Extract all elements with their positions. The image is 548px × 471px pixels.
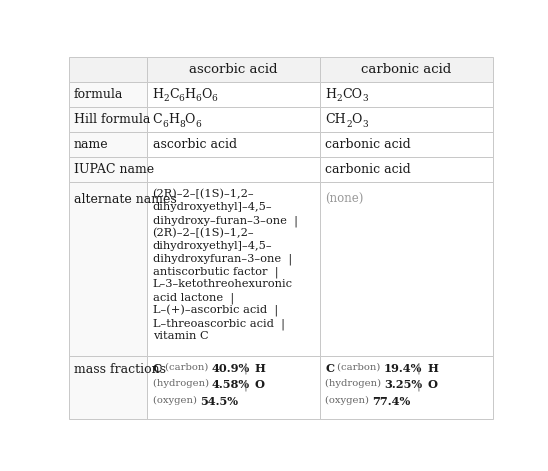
Bar <box>320 107 493 132</box>
Text: H: H <box>427 363 438 374</box>
Text: O: O <box>352 113 362 126</box>
Text: H: H <box>185 88 196 101</box>
Text: H: H <box>152 88 164 101</box>
Text: dihydroxyethyl]–4,5–: dihydroxyethyl]–4,5– <box>152 202 272 212</box>
Text: (hydrogen): (hydrogen) <box>326 379 385 388</box>
Text: |: | <box>416 379 421 390</box>
Bar <box>147 81 320 107</box>
Text: dihydroxy–furan–3–one  |: dihydroxy–furan–3–one | <box>152 215 298 227</box>
Bar <box>147 157 320 182</box>
Bar <box>320 182 493 356</box>
Bar <box>147 57 320 81</box>
Bar <box>320 157 493 182</box>
Text: carbonic acid: carbonic acid <box>326 163 411 176</box>
Text: carbonic acid: carbonic acid <box>362 63 452 76</box>
Text: C: C <box>152 113 162 126</box>
Text: 4.58%: 4.58% <box>212 379 250 390</box>
Text: (none): (none) <box>326 193 364 206</box>
Text: vitamin C: vitamin C <box>152 331 208 341</box>
Text: Hill formula: Hill formula <box>74 113 150 126</box>
Text: 6: 6 <box>212 95 218 104</box>
Text: (oxygen): (oxygen) <box>152 396 199 405</box>
Text: formula: formula <box>74 88 123 101</box>
Text: |: | <box>244 379 248 390</box>
Text: L–threoascorbic acid  |: L–threoascorbic acid | <box>152 318 284 330</box>
Text: (2R)–2–[(1S)–1,2–: (2R)–2–[(1S)–1,2– <box>152 189 254 200</box>
Text: 6: 6 <box>179 95 185 104</box>
Bar <box>68 57 147 81</box>
Text: 8: 8 <box>179 120 185 129</box>
Text: 2: 2 <box>164 95 169 104</box>
Text: ascorbic acid: ascorbic acid <box>152 138 237 151</box>
Bar <box>320 81 493 107</box>
Text: 2: 2 <box>336 95 342 104</box>
Text: CH: CH <box>326 113 346 126</box>
Text: 54.5%: 54.5% <box>199 396 238 406</box>
Text: ascorbic acid: ascorbic acid <box>189 63 278 76</box>
Bar <box>68 107 147 132</box>
Text: CO: CO <box>342 88 362 101</box>
Bar <box>320 132 493 157</box>
Text: H: H <box>168 113 179 126</box>
Text: 3: 3 <box>362 120 368 129</box>
Bar <box>147 356 320 419</box>
Text: |: | <box>416 363 421 374</box>
Text: 3.25%: 3.25% <box>385 379 423 390</box>
Bar <box>147 132 320 157</box>
Text: dihydroxyfuran–3–one  |: dihydroxyfuran–3–one | <box>152 254 292 265</box>
Text: antiscorbutic factor  |: antiscorbutic factor | <box>152 267 278 278</box>
Text: L–3–ketothreohexuronic: L–3–ketothreohexuronic <box>152 279 293 290</box>
Text: O: O <box>254 379 265 390</box>
Text: 3: 3 <box>362 95 368 104</box>
Text: 40.9%: 40.9% <box>211 363 249 374</box>
Text: 6: 6 <box>195 120 201 129</box>
Text: (oxygen): (oxygen) <box>326 396 373 405</box>
Text: O: O <box>185 113 195 126</box>
Text: 2: 2 <box>346 120 352 129</box>
Text: 19.4%: 19.4% <box>384 363 423 374</box>
Text: H: H <box>254 363 265 374</box>
Text: O: O <box>427 379 437 390</box>
Bar <box>147 107 320 132</box>
Text: alternate names: alternate names <box>74 193 177 206</box>
Text: H: H <box>326 88 336 101</box>
Text: 77.4%: 77.4% <box>373 396 411 406</box>
Bar <box>320 356 493 419</box>
Text: L–(+)–ascorbic acid  |: L–(+)–ascorbic acid | <box>152 305 278 317</box>
Text: C: C <box>152 363 162 374</box>
Text: name: name <box>74 138 109 151</box>
Text: dihydroxyethyl]–4,5–: dihydroxyethyl]–4,5– <box>152 241 272 251</box>
Text: acid lactone  |: acid lactone | <box>152 292 234 304</box>
Bar <box>68 356 147 419</box>
Text: |: | <box>244 363 248 374</box>
Text: IUPAC name: IUPAC name <box>74 163 154 176</box>
Bar <box>68 81 147 107</box>
Text: C: C <box>326 363 334 374</box>
Text: (carbon): (carbon) <box>334 363 384 372</box>
Text: 6: 6 <box>162 120 168 129</box>
Text: 6: 6 <box>196 95 201 104</box>
Text: (hydrogen): (hydrogen) <box>152 379 212 388</box>
Text: (2R)–2–[(1S)–1,2–: (2R)–2–[(1S)–1,2– <box>152 228 254 238</box>
Bar <box>68 182 147 356</box>
Bar <box>68 132 147 157</box>
Text: carbonic acid: carbonic acid <box>326 138 411 151</box>
Text: O: O <box>201 88 212 101</box>
Text: (carbon): (carbon) <box>162 363 211 372</box>
Bar <box>68 157 147 182</box>
Text: mass fractions: mass fractions <box>74 363 166 375</box>
Bar <box>147 182 320 356</box>
Text: C: C <box>169 88 179 101</box>
Bar <box>320 57 493 81</box>
